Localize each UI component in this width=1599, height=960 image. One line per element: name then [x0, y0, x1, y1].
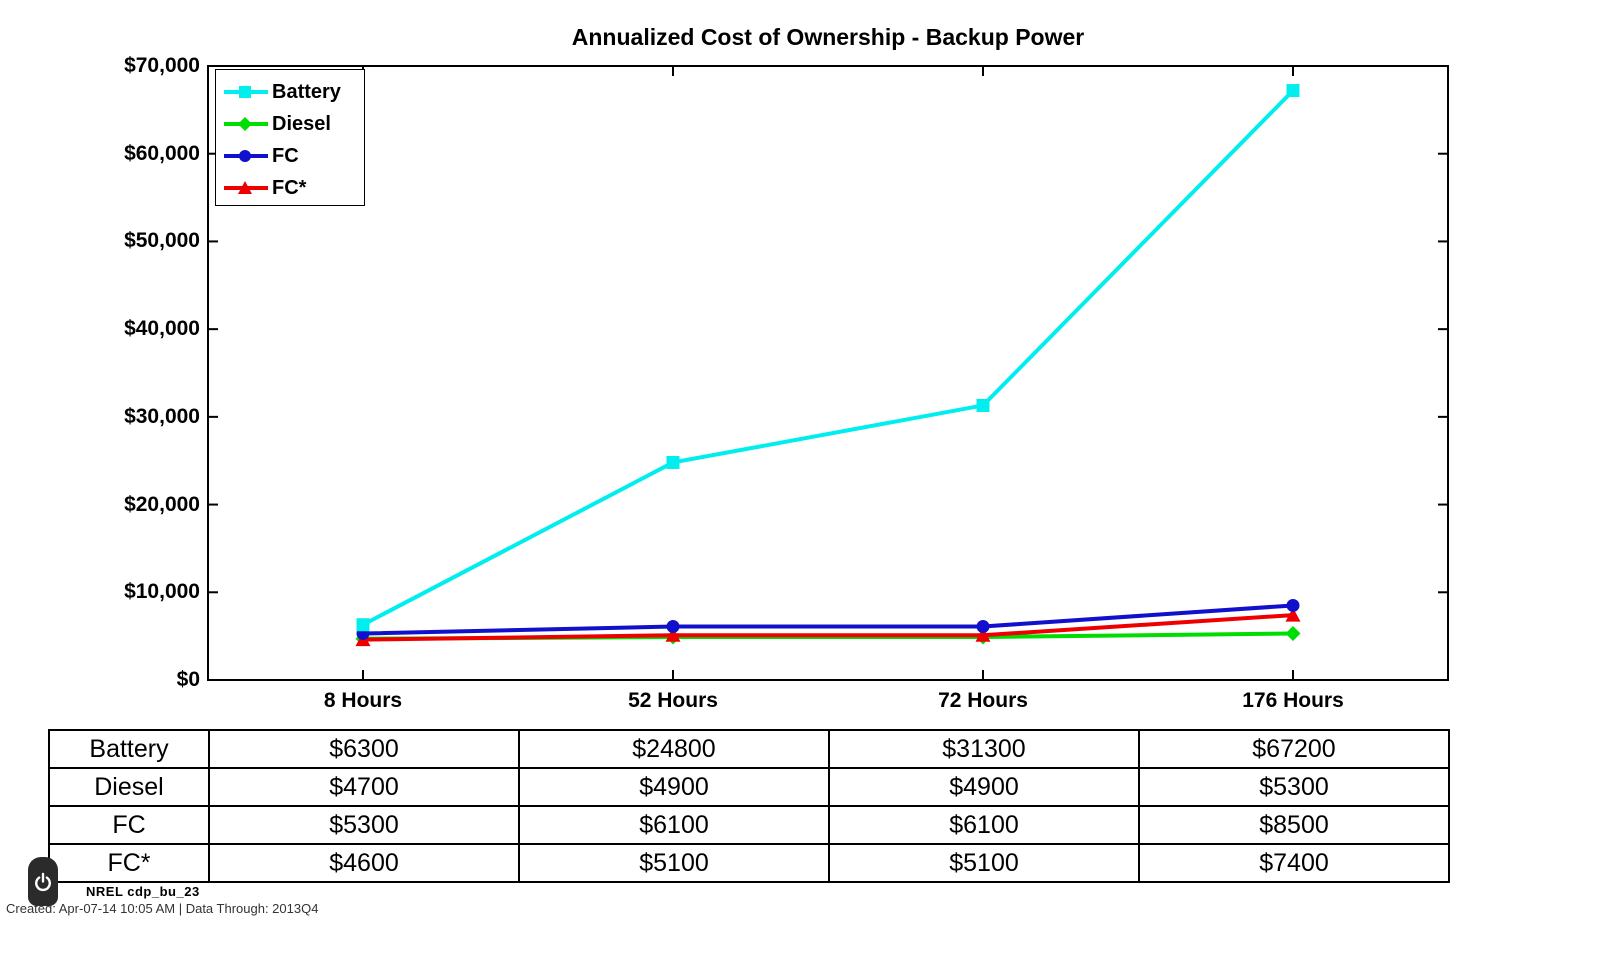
- x-tick-label: 72 Hours: [938, 689, 1028, 712]
- power-badge: [28, 857, 58, 906]
- legend-item-fc-star: FC*: [224, 172, 364, 204]
- table-cell: $4900: [828, 767, 1140, 807]
- row-label: FC*: [48, 843, 210, 883]
- table-cell: $5300: [208, 805, 520, 845]
- table-cell: $6100: [828, 805, 1140, 845]
- legend-label: Battery: [272, 80, 341, 103]
- table-row-battery: Battery $6300 $24800 $31300 $67200: [48, 729, 1450, 769]
- y-tick-label: $50,000: [124, 229, 200, 253]
- x-tick-label: 8 Hours: [323, 689, 403, 712]
- battery-series-swatch-icon: [224, 86, 268, 98]
- table-cell: $5300: [1138, 767, 1450, 807]
- series-fc: [356, 598, 1300, 641]
- table-cell: $5100: [828, 843, 1140, 883]
- diesel-series-swatch-icon: [224, 117, 268, 131]
- table-cell: $5100: [518, 843, 830, 883]
- y-tick-label: $30,000: [124, 404, 200, 428]
- y-tick-label: $70,000: [124, 54, 200, 77]
- plot-border: [207, 65, 1449, 681]
- created-label: Created: Apr-07-14 10:05 AM | Data Throu…: [6, 901, 319, 916]
- table-row-fc-star: FC* $4600 $5100 $5100 $7400: [48, 843, 1450, 883]
- legend-item-battery: Battery: [224, 76, 364, 108]
- table-row-fc: FC $5300 $6100 $6100 $8500: [48, 805, 1450, 845]
- table-cell: $24800: [518, 729, 830, 769]
- table-cell: $8500: [1138, 805, 1450, 845]
- y-tick-label: $10,000: [124, 580, 200, 604]
- legend-item-fc: FC: [224, 140, 364, 172]
- y-tick-label: $0: [176, 668, 200, 691]
- table-cell: $6100: [518, 805, 830, 845]
- table-row-diesel: Diesel $4700 $4900 $4900 $5300: [48, 767, 1450, 807]
- legend-item-diesel: Diesel: [224, 108, 364, 140]
- x-tick-label: 52 Hours: [628, 689, 718, 712]
- y-tick-label: $60,000: [124, 141, 200, 165]
- legend-label: FC*: [272, 176, 307, 199]
- line-chart-plot: [207, 65, 1449, 681]
- table-cell: $4600: [208, 843, 520, 883]
- table-cell: $6300: [208, 729, 520, 769]
- y-tick-label: $20,000: [124, 492, 200, 516]
- table-cell: $7400: [1138, 843, 1450, 883]
- table-cell: $4700: [208, 767, 520, 807]
- y-tick-label: $40,000: [124, 317, 200, 341]
- series-battery: [356, 84, 1300, 632]
- x-tick-label: 176 Hours: [1242, 689, 1344, 712]
- table-cell: $67200: [1138, 729, 1450, 769]
- table-cell: $31300: [828, 729, 1140, 769]
- stamp-label: NREL cdp_bu_23: [86, 884, 200, 899]
- chart-title: Annualized Cost of Ownership - Backup Po…: [571, 24, 1085, 50]
- table-cell: $4900: [518, 767, 830, 807]
- row-label: Battery: [48, 729, 210, 769]
- legend-label: FC: [272, 144, 299, 167]
- fc-series-swatch-icon: [224, 150, 268, 162]
- cost-data-table: Battery $6300 $24800 $31300 $67200 Diese…: [48, 729, 1450, 883]
- power-icon: [35, 872, 51, 891]
- row-label: FC: [48, 805, 210, 845]
- legend: Battery Diesel FC FC*: [215, 69, 365, 206]
- legend-label: Diesel: [272, 112, 331, 135]
- fc-star-series-swatch-icon: [224, 181, 268, 194]
- row-label: Diesel: [48, 767, 210, 807]
